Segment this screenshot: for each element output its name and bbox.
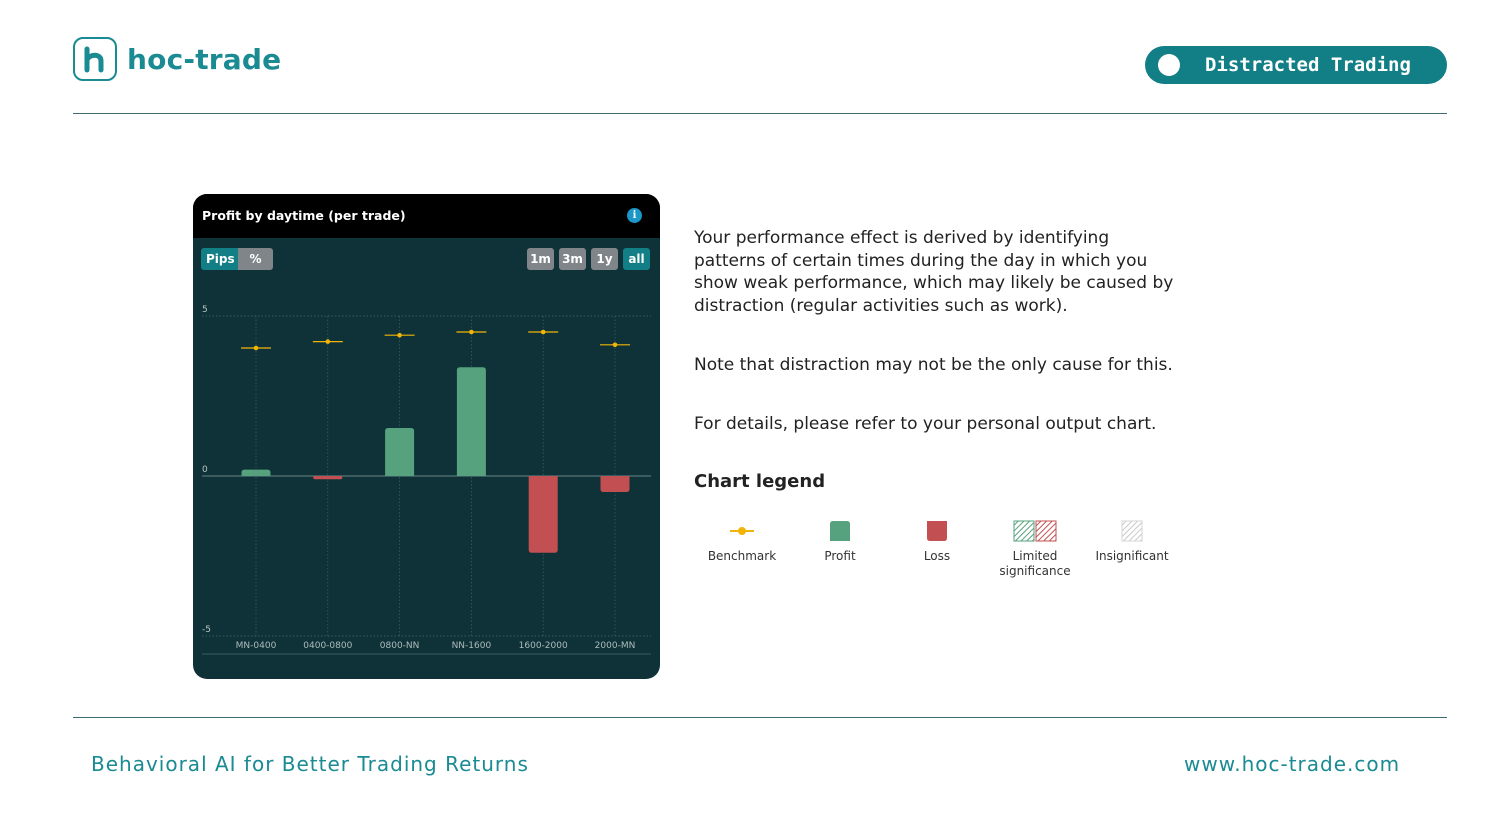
header-divider [73, 113, 1447, 114]
footer-tagline: Behavioral AI for Better Trading Returns [91, 752, 529, 776]
bar-1600-2000 [528, 476, 558, 553]
insignificant-swatch-icon [1121, 520, 1143, 542]
bar-MN-0400 [241, 469, 271, 476]
bar-2000-MN [600, 476, 630, 492]
x-tick-label: 0800-NN [380, 641, 420, 651]
bar-0800-NN [385, 428, 415, 476]
chart-title: Profit by daytime (per trade) [202, 208, 406, 223]
legend-benchmark: Benchmark [697, 518, 787, 564]
benchmark-point-NN-1600 [469, 329, 474, 335]
y-tick-label: -5 [202, 625, 211, 635]
legend-loss-label: Loss [923, 549, 951, 563]
y-tick-label: 5 [202, 305, 208, 315]
chart-card: Profit by daytime (per trade) i Pips % 1… [193, 194, 660, 679]
benchmark-marker-icon [730, 527, 754, 535]
benchmark-point-0400-0800 [325, 339, 331, 344]
x-tick-label: 0400-0800 [303, 641, 352, 651]
topic-dot-icon [1158, 54, 1180, 76]
footer-divider [73, 717, 1447, 718]
range-1m-button[interactable]: 1m [527, 248, 554, 270]
brand-name: hoc-trade [127, 42, 282, 76]
topic-label: Distracted Trading [1205, 54, 1411, 76]
legend-insignificant: Insignificant [1087, 518, 1177, 564]
profit-swatch-icon [830, 521, 850, 541]
legend-profit: Profit [795, 518, 885, 564]
benchmark-point-2000-MN [612, 342, 618, 348]
range-1y-button[interactable]: 1y [591, 248, 618, 270]
unit-percent-button[interactable]: % [238, 248, 273, 270]
description-paragraph-3: For details, please refer to your person… [694, 414, 1157, 434]
hoc-trade-logo[interactable]: hoc-trade [73, 37, 281, 81]
description-paragraph-1: Your performance effect is derived by id… [694, 228, 1174, 316]
loss-swatch-icon [927, 521, 947, 541]
x-tick-label: NN-1600 [452, 641, 492, 651]
x-tick-label: 2000-MN [595, 641, 636, 651]
benchmark-point-0800-NN [397, 332, 402, 338]
legend-profit-label: Profit [824, 549, 856, 563]
benchmark-point-1600-2000 [540, 329, 546, 335]
logo-h-icon [73, 37, 117, 81]
x-tick-label: MN-0400 [236, 641, 277, 651]
legend-title: Chart legend [694, 471, 826, 492]
legend-limited-significance-label: Limited significance [999, 549, 1071, 578]
unit-toggle: Pips % [201, 248, 273, 270]
bar-NN-1600 [456, 367, 486, 476]
footer-website-link[interactable]: www.hoc-trade.com [1184, 752, 1401, 776]
y-tick-label: 0 [202, 465, 208, 475]
range-3m-button[interactable]: 3m [559, 248, 586, 270]
profit-by-daytime-chart: 5 0 -5 MN-0400 0400-0800 0800-NN NN-1600 1600-2… [202, 305, 651, 655]
x-tick-label: 1600-2000 [519, 641, 568, 651]
chart-card-header: Profit by daytime (per trade) i [193, 194, 660, 238]
legend-loss: Loss [892, 518, 982, 564]
unit-pips-button[interactable]: Pips [201, 248, 238, 270]
bar-0400-0800 [313, 476, 343, 480]
legend-limited-significance: Limited significance [990, 518, 1080, 579]
description-paragraph-2: Note that distraction may not be the onl… [694, 355, 1173, 375]
legend-insignificant-label: Insignificant [1095, 549, 1169, 563]
legend-benchmark-label: Benchmark [707, 549, 777, 563]
limited-significance-swatch-icon [1013, 520, 1057, 542]
topic-badge: Distracted Trading [1145, 46, 1447, 84]
info-icon[interactable]: i [627, 208, 642, 223]
benchmark-point-MN-0400 [253, 345, 259, 351]
range-all-button[interactable]: all [623, 248, 650, 270]
